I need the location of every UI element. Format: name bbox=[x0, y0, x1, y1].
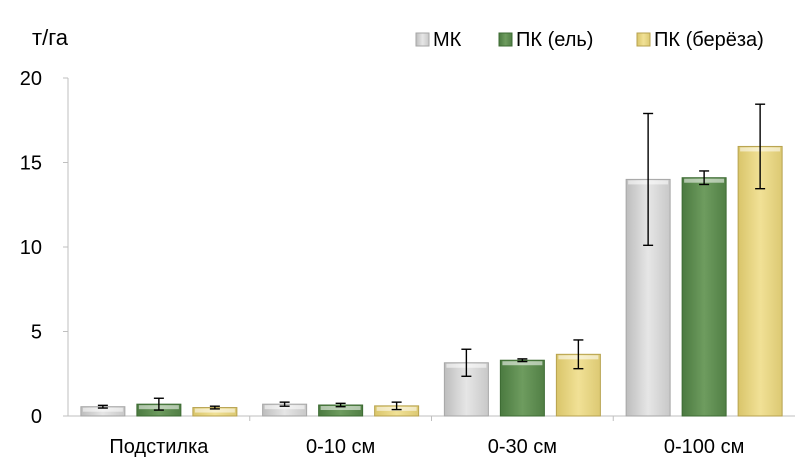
bar-body bbox=[682, 178, 726, 416]
y-tick-label: 10 bbox=[20, 237, 42, 259]
bar bbox=[682, 178, 726, 416]
axes: 0 5 10 15 20 Подстилка 0-10 см 0-30 см 0-100 см bbox=[20, 68, 795, 458]
legend-label: ПК (ель) bbox=[516, 29, 593, 51]
y-tick-label: 0 bbox=[31, 406, 42, 428]
legend-label: ПК (берёза) bbox=[654, 29, 764, 51]
bar-body bbox=[500, 360, 544, 416]
x-category-label: 0-10 см bbox=[306, 436, 375, 458]
legend: МК ПК (ель) ПК (берёза) bbox=[416, 29, 764, 51]
x-category-label: 0-100 см bbox=[664, 436, 744, 458]
y-tick-label: 15 bbox=[20, 153, 42, 175]
y-unit-label: т/га bbox=[32, 25, 69, 50]
legend-label: МК bbox=[433, 29, 462, 51]
legend-item: МК bbox=[416, 29, 462, 51]
x-category-label: Подстилка bbox=[109, 436, 209, 458]
legend-item: ПК (берёза) bbox=[637, 29, 764, 51]
legend-swatch bbox=[416, 33, 429, 46]
y-tick-label: 5 bbox=[31, 322, 42, 344]
y-tick-label: 20 bbox=[20, 68, 42, 90]
bar bbox=[500, 360, 544, 416]
legend-item: ПК (ель) bbox=[499, 29, 593, 51]
legend-swatch bbox=[499, 33, 512, 46]
x-category-label: 0-30 см bbox=[488, 436, 557, 458]
bars bbox=[81, 146, 782, 416]
legend-swatch bbox=[637, 33, 650, 46]
